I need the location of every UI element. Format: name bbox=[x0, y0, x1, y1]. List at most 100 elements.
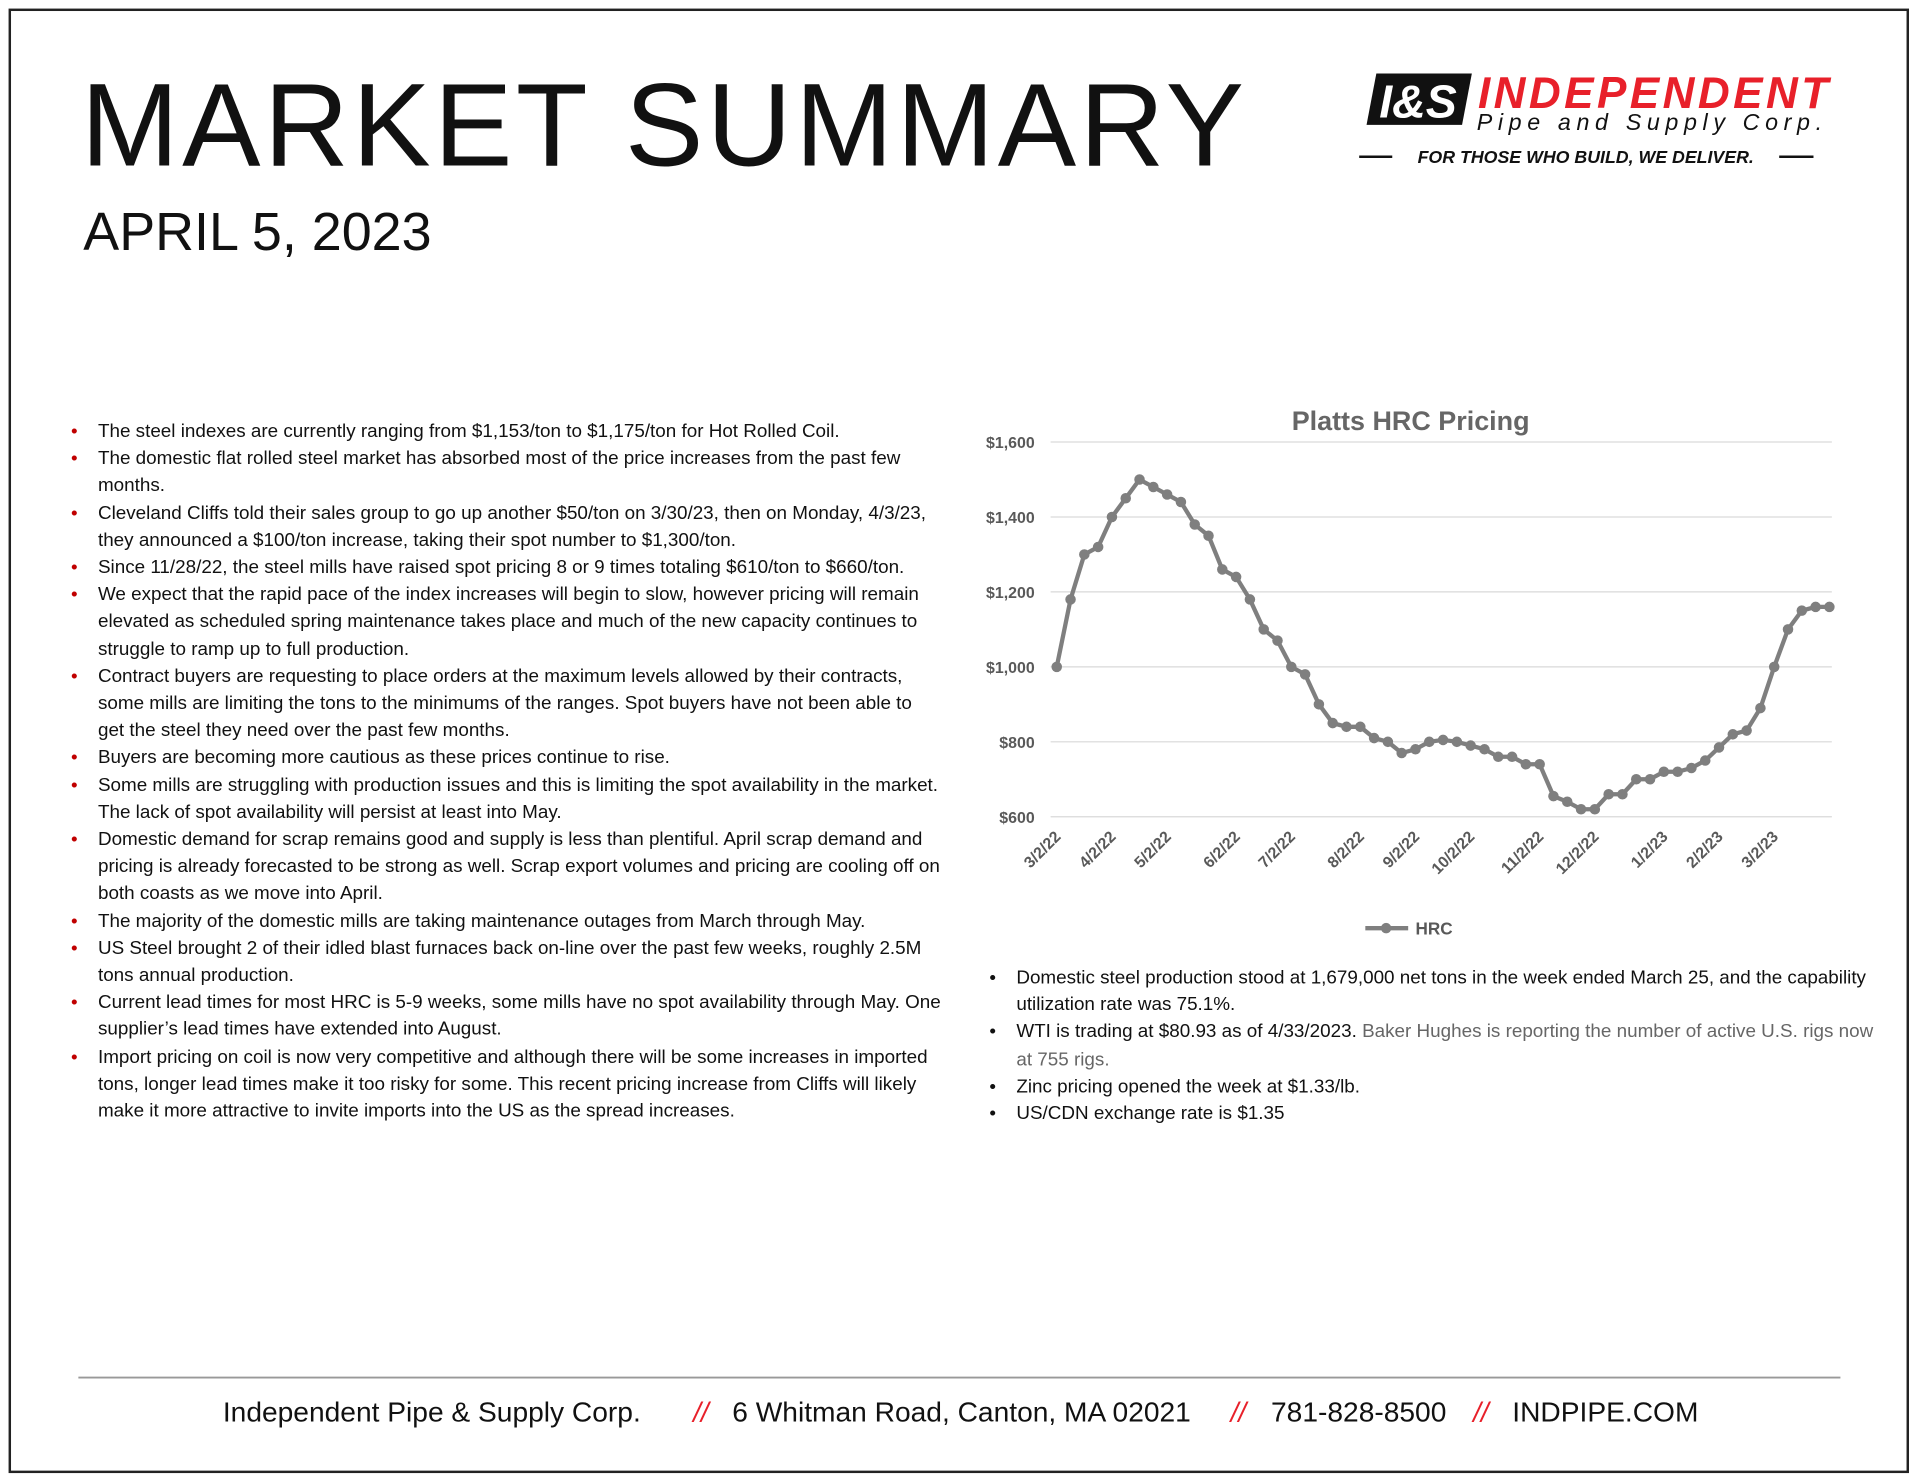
logo-tagline: FOR THOSE WHO BUILD, WE DELIVER. bbox=[1418, 147, 1754, 167]
marker bbox=[1755, 702, 1766, 714]
marker bbox=[1741, 725, 1752, 736]
footer-company: Independent Pipe & Supply Corp. bbox=[223, 1397, 641, 1428]
x-tick-label: 10/2/22 bbox=[1429, 828, 1479, 878]
marker bbox=[1286, 661, 1297, 673]
bullet-text: Domestic steel production stood at 1,679… bbox=[1016, 967, 1866, 1016]
marker bbox=[1768, 661, 1780, 673]
y-tick-label: $1,000 bbox=[986, 660, 1035, 677]
marker bbox=[1520, 759, 1532, 770]
logo-name: INDEPENDENT bbox=[1478, 69, 1832, 118]
marker bbox=[1699, 755, 1711, 766]
bullet-text: US/CDN exchange rate is $1.35 bbox=[1016, 1103, 1285, 1125]
title: MARKET SUMMARY bbox=[81, 59, 1244, 190]
marker bbox=[1782, 624, 1794, 635]
marker bbox=[1341, 721, 1352, 733]
marker bbox=[1368, 732, 1380, 744]
bullet: Since 11/28/22, the steel mills have rai… bbox=[71, 555, 943, 582]
logo-mark: I&S bbox=[1379, 76, 1457, 128]
bullet: The majority of the domestic mills are t… bbox=[71, 908, 943, 935]
marker bbox=[1506, 751, 1518, 763]
bullet: US/CDN exchange rate is $1.35 bbox=[989, 1101, 1873, 1128]
legend-label: HRC bbox=[1416, 918, 1453, 938]
bullet: Zinc pricing opened the week at $1.33/lb… bbox=[989, 1074, 1873, 1101]
marker bbox=[1658, 766, 1670, 778]
marker bbox=[1051, 661, 1063, 673]
bullet-text: Baker Hughes is reporting the number of … bbox=[1016, 1021, 1874, 1070]
marker bbox=[1120, 492, 1131, 504]
marker bbox=[1106, 511, 1118, 523]
marker bbox=[1424, 736, 1435, 748]
bullet: Import pricing on coil is now very compe… bbox=[71, 1044, 943, 1126]
bullet: Domestic demand for scrap remains good a… bbox=[71, 827, 943, 909]
marker bbox=[1327, 717, 1338, 729]
left-bullets: The steel indexes are currently ranging … bbox=[69, 419, 943, 1126]
marker bbox=[1672, 766, 1683, 778]
marker bbox=[1534, 759, 1545, 770]
logo-subname: Pipe and Supply Corp. bbox=[1477, 109, 1822, 135]
marker bbox=[1630, 774, 1642, 785]
x-tick-label: 3/2/22 bbox=[1021, 828, 1064, 871]
marker bbox=[1644, 774, 1656, 785]
marker bbox=[1203, 530, 1214, 541]
bullet: Buyers are becoming more cautious as the… bbox=[71, 745, 943, 772]
marker bbox=[1727, 729, 1739, 740]
marker bbox=[1272, 635, 1283, 646]
marker bbox=[1258, 624, 1269, 635]
marker bbox=[1175, 496, 1187, 508]
marker bbox=[1479, 744, 1490, 755]
marker bbox=[1189, 519, 1200, 530]
marker bbox=[1548, 790, 1559, 802]
y-tick-label: $1,400 bbox=[986, 510, 1035, 527]
marker bbox=[1244, 594, 1256, 605]
footer: Independent Pipe & Supply Corp. // 6 Whi… bbox=[223, 1397, 1699, 1428]
marker bbox=[1092, 541, 1104, 553]
marker bbox=[1617, 788, 1628, 800]
bullet: Cleveland Cliffs told their sales group … bbox=[71, 500, 943, 554]
marker bbox=[1686, 762, 1697, 774]
x-tick-label: 9/2/22 bbox=[1380, 828, 1423, 871]
marker bbox=[1382, 736, 1394, 748]
x-tick-label: 12/2/22 bbox=[1553, 828, 1603, 878]
marker bbox=[1492, 751, 1504, 763]
marker bbox=[1465, 740, 1476, 751]
bullet: Some mills are struggling with productio… bbox=[71, 772, 943, 826]
bullet: US Steel brought 2 of their idled blast … bbox=[71, 935, 943, 989]
marker bbox=[1079, 549, 1090, 560]
bullet: WTI is trading at $80.93 as of 4/33/2023… bbox=[989, 1019, 1874, 1073]
bullet: The steel indexes are currently ranging … bbox=[71, 419, 943, 446]
x-tick-label: 1/2/23 bbox=[1628, 828, 1671, 871]
right-bullets: Domestic steel production stood at 1,679… bbox=[987, 965, 1874, 1128]
marker bbox=[1796, 605, 1808, 616]
chart-title: Platts HRC Pricing bbox=[1292, 406, 1530, 436]
marker bbox=[1299, 669, 1311, 680]
marker bbox=[1589, 803, 1601, 815]
x-tick-label: 2/2/23 bbox=[1683, 828, 1726, 871]
bullet-text: Zinc pricing opened the week at $1.33/lb… bbox=[1016, 1076, 1360, 1097]
marker bbox=[1810, 601, 1821, 613]
marker bbox=[1230, 571, 1242, 583]
x-tick-label: 11/2/22 bbox=[1498, 828, 1547, 877]
border bbox=[8, 8, 1909, 1474]
marker bbox=[1451, 736, 1463, 748]
marker bbox=[1065, 594, 1076, 605]
marker bbox=[1355, 721, 1366, 733]
marker bbox=[1575, 803, 1587, 815]
x-tick-label: 8/2/22 bbox=[1325, 828, 1368, 871]
marker bbox=[1217, 564, 1228, 575]
bullet: Current lead times for most HRC is 5-9 w… bbox=[71, 990, 943, 1044]
x-tick-label: 7/2/22 bbox=[1256, 828, 1299, 871]
marker bbox=[1561, 796, 1573, 808]
marker bbox=[1603, 788, 1614, 800]
separator: // bbox=[1229, 1397, 1250, 1428]
logo-box bbox=[1366, 73, 1472, 125]
footer-website: INDPIPE.COM bbox=[1512, 1397, 1698, 1428]
footer-phone: 781-828-8500 bbox=[1271, 1397, 1446, 1428]
separator: // bbox=[691, 1397, 712, 1428]
marker bbox=[1410, 744, 1421, 755]
bullet: The domestic flat rolled steel market ha… bbox=[71, 446, 943, 500]
y-tick-label: $800 bbox=[999, 735, 1035, 752]
marker bbox=[1134, 474, 1145, 485]
line bbox=[1054, 476, 1830, 812]
